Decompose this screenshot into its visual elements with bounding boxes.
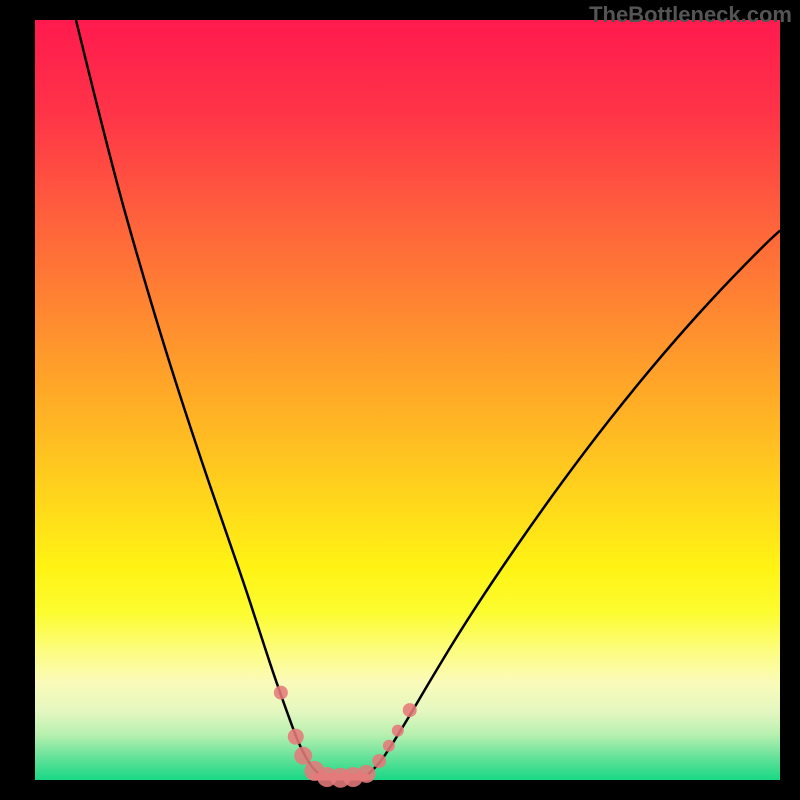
bottleneck-chart: [0, 0, 800, 800]
data-marker: [274, 686, 288, 700]
data-marker: [383, 740, 395, 752]
watermark-text: TheBottleneck.com: [589, 2, 792, 28]
chart-container: { "watermark": { "text": "TheBottleneck.…: [0, 0, 800, 800]
data-marker: [294, 747, 312, 765]
data-marker: [372, 754, 386, 768]
data-marker: [358, 765, 376, 783]
chart-background: [35, 20, 780, 780]
data-marker: [288, 729, 304, 745]
data-marker: [403, 703, 417, 717]
data-marker: [392, 725, 404, 737]
